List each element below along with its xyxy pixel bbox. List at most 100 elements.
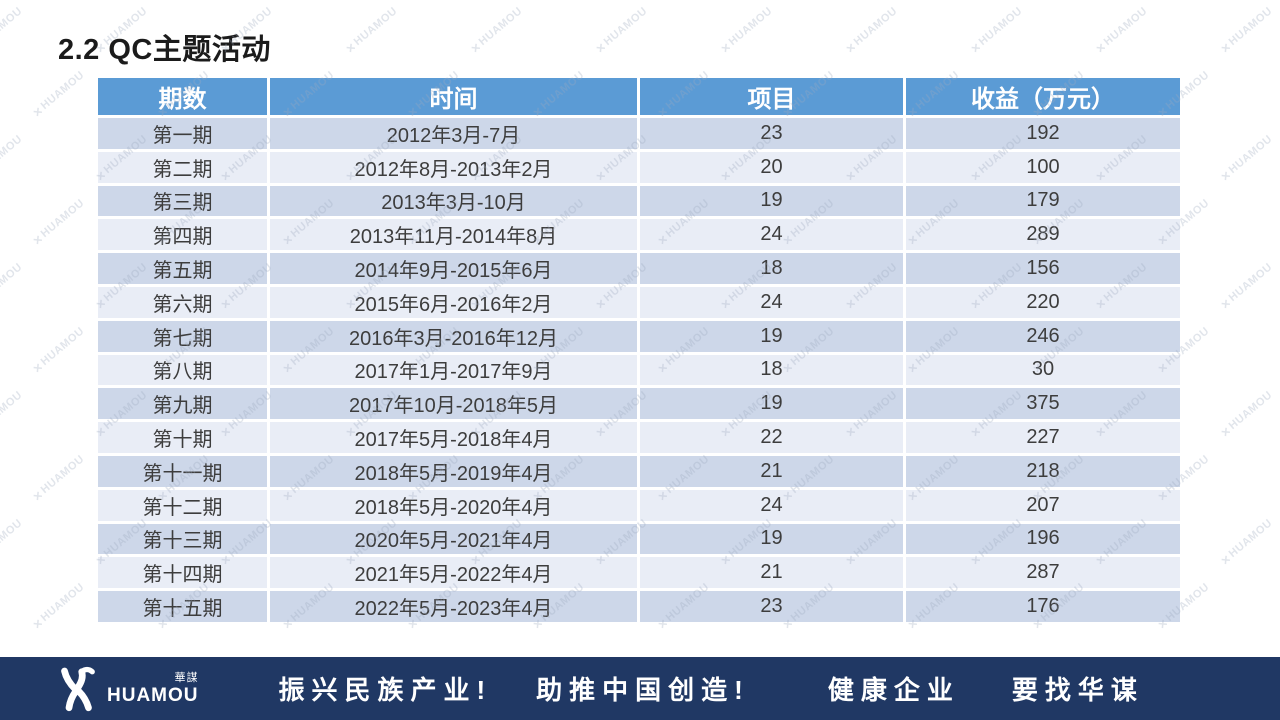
header-time: 时间 [267, 75, 640, 118]
table-header-row: 期数 时间 项目 收益（万元） [95, 75, 1183, 118]
cell-period: 第八期 [95, 351, 270, 389]
huamou-figure-icon: × [29, 358, 47, 377]
huamou-logo: 華謀 HUAMOU [55, 665, 199, 713]
cell-time: 2021年5月-2022年4月 [267, 554, 640, 592]
cell-period: 第十一期 [95, 452, 270, 490]
table-row: 第十期 2017年5月-2018年4月 22 227 [95, 419, 1183, 456]
cell-revenue: 30 [903, 351, 1183, 389]
cell-revenue: 375 [903, 385, 1183, 423]
logo-brand-cn: 華謀 [174, 671, 199, 684]
huamou-figure-icon: × [1217, 550, 1235, 569]
huamou-watermark: ×HUAMOU [1217, 517, 1275, 569]
cell-time: 2015年6月-2016年2月 [267, 283, 640, 321]
huamou-watermark: ×HUAMOU [717, 5, 775, 57]
cell-time: 2013年11月-2014年8月 [267, 216, 640, 254]
cell-time: 2018年5月-2020年4月 [267, 486, 640, 524]
cell-revenue: 220 [903, 283, 1183, 321]
cell-revenue: 287 [903, 554, 1183, 592]
huamou-watermark: ×HUAMOU [0, 389, 25, 433]
slogan-2: 助推中国创造! [536, 675, 750, 705]
huamou-watermark: ×HUAMOU [592, 5, 650, 57]
cell-period: 第十五期 [95, 588, 270, 625]
huamou-figure-icon: × [1217, 294, 1235, 313]
cell-projects: 21 [637, 452, 906, 490]
huamou-watermark: ×HUAMOU [29, 325, 87, 377]
huamou-watermark: ×HUAMOU [0, 133, 25, 177]
cell-time: 2017年10月-2018年5月 [267, 385, 640, 423]
cell-revenue: 100 [903, 148, 1183, 186]
huamou-figure-icon: × [592, 38, 610, 57]
huamou-watermark: ×HUAMOU [29, 453, 87, 505]
qc-activity-table: 期数 时间 项目 收益（万元） 第一期 2012年3月-7月 23 192 第二… [95, 75, 1183, 625]
cell-revenue: 192 [903, 115, 1183, 152]
cell-period: 第五期 [95, 250, 270, 287]
logo-text: 華謀 HUAMOU [107, 671, 199, 705]
cell-period: 第二期 [95, 148, 270, 186]
cell-projects: 24 [637, 283, 906, 321]
table-row: 第九期 2017年10月-2018年5月 19 375 [95, 385, 1183, 423]
huamou-figure-icon: × [467, 38, 485, 57]
huamou-figure-icon: × [1217, 422, 1235, 441]
cell-period: 第十二期 [95, 486, 270, 524]
cell-time: 2014年9月-2015年6月 [267, 250, 640, 287]
huamou-figure-icon: × [29, 614, 47, 633]
footer-bar: 華謀 HUAMOU 振兴民族产业! 助推中国创造! 健康企业 要找华谋 [0, 657, 1280, 720]
cell-time: 2012年3月-7月 [267, 115, 640, 152]
cell-projects: 18 [637, 351, 906, 389]
table-row: 第七期 2016年3月-2016年12月 19 246 [95, 317, 1183, 355]
cell-time: 2020年5月-2021年4月 [267, 520, 640, 558]
cell-time: 2022年5月-2023年4月 [267, 588, 640, 625]
cell-revenue: 207 [903, 486, 1183, 524]
cell-period: 第七期 [95, 317, 270, 355]
huamou-watermark: ×HUAMOU [1217, 133, 1275, 185]
table-row: 第六期 2015年6月-2016年2月 24 220 [95, 283, 1183, 321]
cell-time: 2012年8月-2013年2月 [267, 148, 640, 186]
slogan-3: 健康企业 [827, 675, 960, 705]
huamou-figure-icon: × [342, 38, 360, 57]
cell-projects: 24 [637, 486, 906, 524]
huamou-watermark: ×HUAMOU [1217, 389, 1275, 441]
huamou-watermark: ×HUAMOU [842, 5, 900, 57]
huamou-figure-icon: × [1217, 38, 1235, 57]
page-title: 2.2 QC主题活动 [58, 34, 271, 66]
cell-projects: 19 [637, 520, 906, 558]
table-row: 第三期 2013年3月-10月 19 179 [95, 182, 1183, 220]
table-row: 第十一期 2018年5月-2019年4月 21 218 [95, 452, 1183, 490]
cell-time: 2013年3月-10月 [267, 182, 640, 220]
huamou-watermark: ×HUAMOU [29, 581, 87, 633]
table-row: 第十四期 2021年5月-2022年4月 21 287 [95, 554, 1183, 592]
header-revenue: 收益（万元） [903, 75, 1183, 118]
cell-revenue: 246 [903, 317, 1183, 355]
cell-period: 第十四期 [95, 554, 270, 592]
cell-revenue: 156 [903, 250, 1183, 287]
huamou-figure-icon: × [29, 230, 47, 249]
table-row: 第五期 2014年9月-2015年6月 18 156 [95, 250, 1183, 287]
table-row: 第十二期 2018年5月-2020年4月 24 207 [95, 486, 1183, 524]
huamou-watermark: ×HUAMOU [29, 197, 87, 249]
huamou-watermark: ×HUAMOU [0, 5, 25, 49]
cell-projects: 22 [637, 419, 906, 456]
huamou-watermark: ×HUAMOU [467, 5, 525, 57]
cell-revenue: 289 [903, 216, 1183, 254]
table-row: 第十五期 2022年5月-2023年4月 23 176 [95, 588, 1183, 625]
huamou-watermark: ×HUAMOU [1217, 5, 1275, 57]
cell-period: 第三期 [95, 182, 270, 220]
cell-projects: 23 [637, 588, 906, 625]
cell-period: 第十期 [95, 419, 270, 456]
huamou-watermark: ×HUAMOU [342, 5, 400, 57]
cell-projects: 18 [637, 250, 906, 287]
header-period: 期数 [95, 75, 270, 118]
cell-projects: 23 [637, 115, 906, 152]
cell-revenue: 196 [903, 520, 1183, 558]
table-row: 第四期 2013年11月-2014年8月 24 289 [95, 216, 1183, 254]
cell-revenue: 179 [903, 182, 1183, 220]
huamou-figure-icon [61, 666, 95, 711]
cell-projects: 19 [637, 385, 906, 423]
huamou-watermark: ×HUAMOU [29, 69, 87, 121]
slogan-1: 振兴民族产业! [278, 675, 493, 705]
huamou-figure-icon: × [842, 38, 860, 57]
cell-revenue: 176 [903, 588, 1183, 625]
table-row: 第一期 2012年3月-7月 23 192 [95, 115, 1183, 152]
huamou-figure-icon: × [29, 102, 47, 121]
